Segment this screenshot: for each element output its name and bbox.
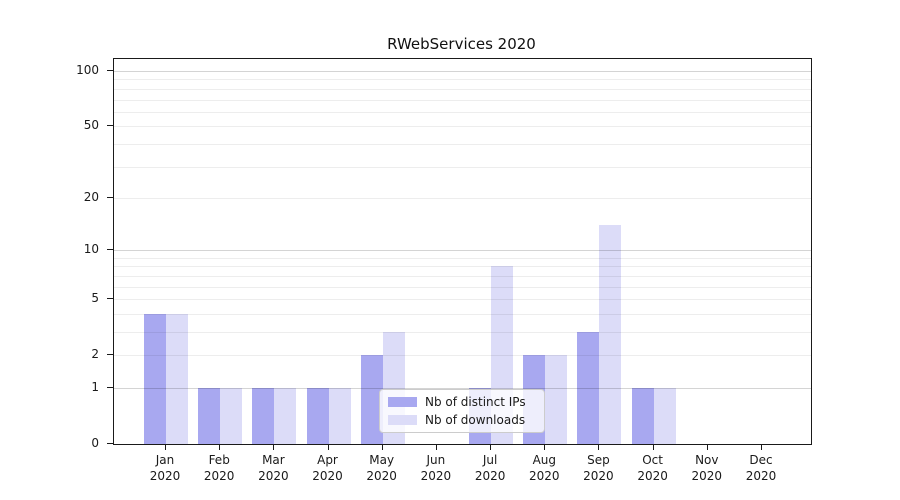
y-tick-label-0: 0 <box>91 436 99 450</box>
x-tick-mark <box>544 444 546 450</box>
y-tick-mark <box>107 125 113 127</box>
gridline-major <box>114 71 811 72</box>
bar-sep-distinct-ips <box>577 332 600 444</box>
x-tick-mark <box>598 444 600 450</box>
y-tick-label-100: 100 <box>76 63 99 77</box>
gridline-minor <box>114 79 811 81</box>
bar-apr-downloads <box>328 388 351 444</box>
legend-swatch-distinct-ips-icon <box>388 397 417 407</box>
x-tick-mark <box>490 444 492 450</box>
bar-feb-distinct-ips <box>198 388 221 444</box>
legend-item-distinct-ips: Nb of distinct IPs <box>388 395 544 409</box>
bar-mar-distinct-ips <box>252 388 275 444</box>
gridline-minor <box>114 111 811 113</box>
x-tick-label-dec: Dec 2020 <box>745 453 777 483</box>
bar-feb-downloads <box>220 388 243 444</box>
plot-area: Nb of distinct IPs Nb of downloads <box>113 58 812 445</box>
legend-label-distinct-ips: Nb of distinct IPs <box>425 395 526 409</box>
y-tick-mark <box>107 387 113 388</box>
gridline-minor <box>114 143 811 145</box>
x-tick-mark <box>381 444 383 450</box>
x-tick-label-nov: Nov 2020 <box>691 453 723 483</box>
legend-item-downloads: Nb of downloads <box>388 413 544 427</box>
legend: Nb of distinct IPs Nb of downloads <box>379 389 545 433</box>
bar-jan-distinct-ips <box>144 313 166 444</box>
y-tick-label-5: 5 <box>91 291 99 306</box>
x-tick-mark <box>165 444 166 450</box>
gridline-minor <box>114 166 811 168</box>
x-tick-mark <box>327 444 329 450</box>
x-tick-mark <box>652 444 654 450</box>
gridline-minor <box>114 266 811 268</box>
bar-may-distinct-ips <box>360 355 383 444</box>
bar-jan-downloads <box>166 313 188 444</box>
x-tick-label-jan: Jan 2020 <box>149 453 181 483</box>
bar-aug-downloads <box>545 355 568 444</box>
gridline-minor <box>114 355 811 357</box>
y-tick-label-10: 10 <box>83 242 99 257</box>
x-tick-mark <box>273 444 275 450</box>
y-tick-mark <box>107 298 113 300</box>
y-tick-label-20: 20 <box>83 189 99 204</box>
x-tick-label-jun: Jun 2020 <box>420 453 452 483</box>
y-tick-mark <box>107 354 113 356</box>
y-tick-mark <box>107 249 113 251</box>
bar-oct-downloads <box>653 388 676 444</box>
y-tick-label-2: 2 <box>91 347 99 362</box>
x-tick-mark <box>219 444 221 450</box>
gridline-minor <box>114 99 811 101</box>
gridline-minor <box>114 286 811 288</box>
y-tick-label-50: 50 <box>83 118 99 133</box>
y-tick-label-1: 1 <box>91 380 99 394</box>
x-tick-label-apr: Apr 2020 <box>312 453 343 483</box>
x-tick-label-may: May 2020 <box>366 453 397 483</box>
x-tick-mark <box>435 444 437 450</box>
gridline-minor <box>114 313 811 315</box>
x-tick-label-sep: Sep 2020 <box>583 453 614 483</box>
x-tick-label-oct: Oct 2020 <box>637 453 668 483</box>
bar-apr-distinct-ips <box>306 388 329 444</box>
y-tick-mark <box>107 443 113 444</box>
bar-sep-downloads <box>599 225 622 444</box>
y-tick-mark <box>107 196 113 198</box>
gridline-minor <box>114 257 811 259</box>
x-tick-mark <box>761 444 762 450</box>
x-tick-label-aug: Aug 2020 <box>529 453 560 483</box>
bar-oct-distinct-ips <box>631 388 654 444</box>
gridline-minor <box>114 299 811 301</box>
gridline-minor <box>114 197 811 199</box>
x-tick-mark <box>706 444 708 450</box>
legend-label-downloads: Nb of downloads <box>425 413 526 427</box>
legend-swatch-downloads-icon <box>388 415 417 425</box>
bar-mar-downloads <box>274 388 297 444</box>
x-tick-label-jul: Jul 2020 <box>474 453 506 483</box>
gridline-minor <box>114 275 811 277</box>
gridline-major <box>114 250 811 252</box>
chart-title: RWebServices 2020 <box>387 35 536 53</box>
y-tick-mark <box>107 70 113 71</box>
gridline-minor <box>114 332 811 333</box>
gridline-minor <box>114 88 811 90</box>
x-tick-label-mar: Mar 2020 <box>258 453 289 483</box>
gridline-major <box>114 388 811 389</box>
gridline-minor <box>114 126 811 128</box>
x-tick-label-feb: Feb 2020 <box>203 453 235 483</box>
